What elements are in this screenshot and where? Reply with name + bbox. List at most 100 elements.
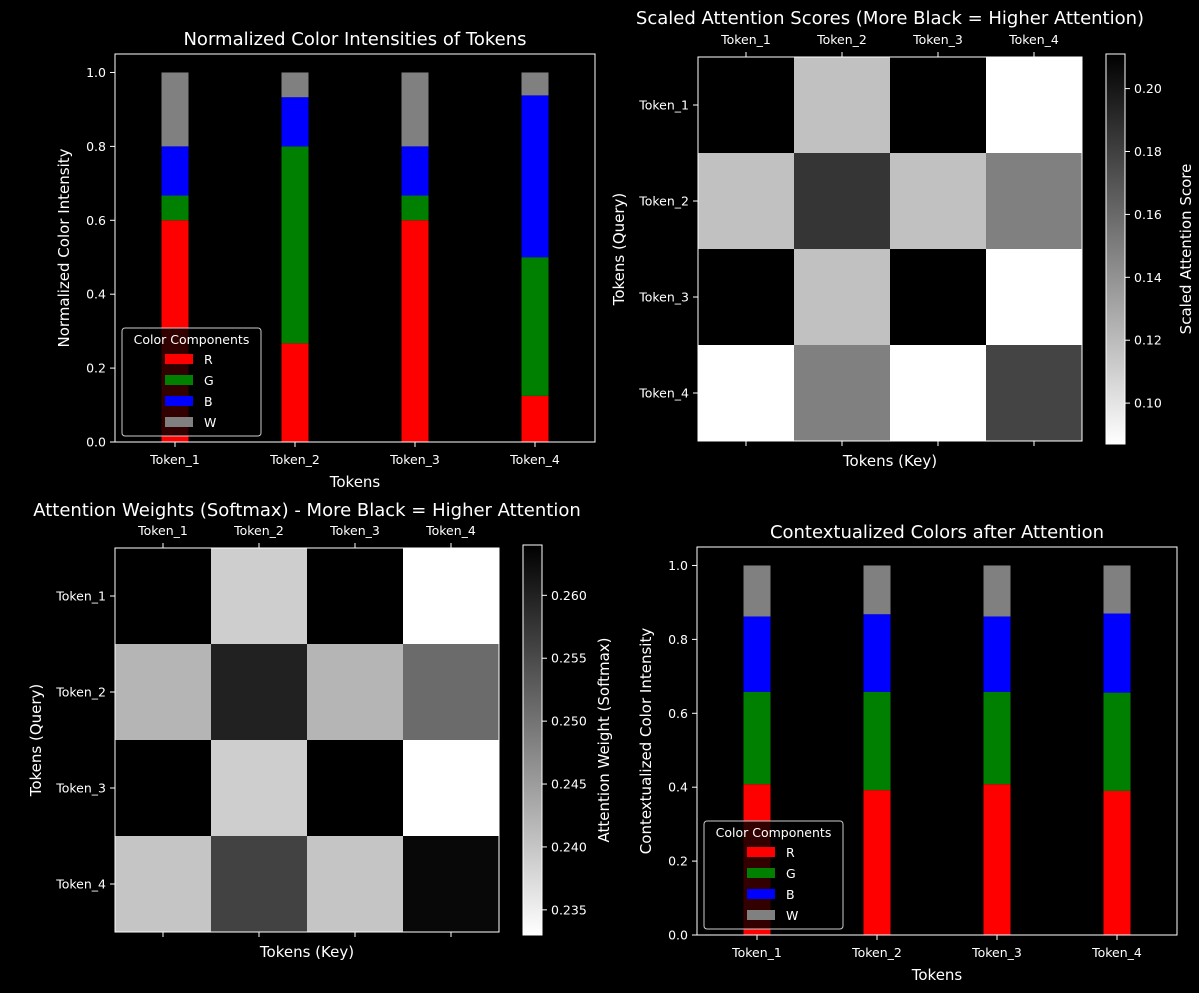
bar-b-token-2	[281, 97, 309, 147]
bar-g-token-2	[863, 691, 891, 791]
colorbar-tick-label: 0.250	[551, 714, 587, 729]
x-tick-label: Token_1	[137, 523, 188, 538]
legend-title: Color Components	[716, 825, 832, 840]
heat-cell	[986, 57, 1083, 154]
x-tick-label: Token_2	[816, 32, 867, 47]
y-tick-label: 0.6	[668, 706, 688, 721]
y-tick-label: 0.8	[668, 632, 688, 647]
legend-swatch-g	[747, 868, 775, 878]
normalized-colors-chart: Token_1 Token_2 Token_3 Token_4 0.0 0.2 0.4 0.6…	[55, 29, 596, 491]
legend-label-w: W	[786, 908, 798, 923]
heat-cell	[986, 249, 1083, 346]
bar-r-token-3	[983, 784, 1011, 935]
bar-g-token-3	[983, 691, 1011, 785]
x-tick-label: Token_3	[912, 32, 963, 47]
bar-r-token-2	[863, 790, 891, 935]
y-tick-label: 0.2	[668, 854, 688, 869]
legend-swatch-g	[165, 375, 193, 385]
bar-w-token-3	[983, 565, 1011, 617]
heat-cell	[307, 836, 404, 933]
heat-cell	[403, 740, 500, 837]
heat-cell	[211, 548, 308, 645]
heat-cell	[986, 345, 1083, 442]
colorbar-tick-label: 0.245	[551, 777, 587, 792]
x-tick-label: Token_4	[425, 523, 476, 538]
y-tick-label: Token_4	[55, 877, 106, 892]
bar-g-token-1	[161, 195, 189, 221]
y-tick-label: 0.8	[86, 139, 106, 154]
bar-r-token-4	[521, 395, 549, 442]
chart-title: Normalized Color Intensities of Tokens	[183, 29, 526, 50]
bar-b-token-4	[521, 95, 549, 258]
legend-swatch-r	[747, 847, 775, 857]
heat-cell	[794, 153, 891, 250]
colorbar-tick-label: 0.20	[1134, 81, 1162, 96]
x-tick-label: Token_1	[720, 32, 771, 47]
x-tick-label: Token_3	[971, 945, 1022, 960]
y-tick-label: Token_4	[638, 386, 689, 401]
legend-label-w: W	[204, 415, 216, 430]
bar-g-token-2	[281, 146, 309, 344]
heat-cell	[115, 548, 212, 645]
heat-cell	[115, 836, 212, 933]
colorbar-label: Attention Weight (Softmax)	[595, 637, 613, 842]
bar-w-token-4	[521, 72, 549, 96]
x-axis-label: Tokens (Key)	[259, 943, 354, 961]
heat-cell	[890, 57, 987, 154]
y-tick-label: Token_1	[55, 589, 106, 604]
legend-title: Color Components	[134, 332, 250, 347]
heat-cell	[986, 153, 1083, 250]
colorbar-tick-label: 0.240	[551, 839, 587, 854]
heat-cell	[115, 644, 212, 741]
legend-swatch-b	[165, 396, 193, 406]
legend-label-r: R	[204, 352, 213, 367]
y-axis-label: Tokens (Query)	[27, 684, 45, 798]
y-tick-label: 0.0	[668, 928, 688, 943]
attention-weights-heatmap: Token_1 Token_2 Token_3 Token_4 Token_1 Token…	[27, 500, 613, 961]
legend-swatch-r	[165, 354, 193, 364]
colorbar-tick-label: 0.10	[1134, 396, 1162, 411]
y-tick-label: 1.0	[86, 65, 106, 80]
colorbar-tick-label: 0.14	[1134, 270, 1162, 285]
heat-cell	[794, 345, 891, 442]
x-tick-label: Token_1	[731, 945, 782, 960]
bar-g-token-3	[401, 195, 429, 221]
chart-title: Attention Weights (Softmax) - More Black…	[33, 500, 581, 521]
heat-cell	[890, 153, 987, 250]
colorbar	[1105, 53, 1126, 445]
bar-b-token-2	[863, 614, 891, 692]
x-tick-label: Token_2	[233, 523, 284, 538]
colorbar-tick-label: 0.16	[1134, 207, 1162, 222]
heat-cell	[890, 249, 987, 346]
y-tick-label: Token_2	[638, 194, 689, 209]
heat-cell	[403, 836, 500, 933]
x-axis-label: Tokens	[329, 473, 381, 491]
y-tick-label: Token_2	[55, 685, 106, 700]
chart-title: Scaled Attention Scores (More Black = Hi…	[636, 8, 1144, 29]
bar-w-token-2	[281, 72, 309, 98]
y-tick-label: Token_1	[638, 98, 689, 113]
x-tick-label: Token_3	[329, 523, 380, 538]
heat-cell	[403, 548, 500, 645]
x-tick-label: Token_2	[269, 452, 320, 467]
plot-frame	[696, 546, 1178, 936]
legend-label-b: B	[786, 887, 795, 902]
x-tick-label: Token_3	[389, 452, 440, 467]
heat-cell	[211, 740, 308, 837]
heat-cell	[698, 249, 795, 346]
plot-frame	[114, 53, 596, 443]
heat-cell	[698, 57, 795, 154]
y-tick-label: 0.0	[86, 435, 106, 450]
legend-label-g: G	[204, 373, 214, 388]
bar-g-token-4	[521, 257, 549, 396]
y-tick-label: Token_3	[638, 290, 689, 305]
heat-cell	[307, 548, 404, 645]
y-tick-label: Token_3	[55, 781, 106, 796]
bar-g-token-1	[743, 691, 771, 785]
colorbar-tick-label: 0.235	[551, 902, 587, 917]
colorbar-tick-label: 0.260	[551, 588, 587, 603]
y-axis-label: Normalized Color Intensity	[55, 148, 73, 347]
legend-swatch-b	[747, 889, 775, 899]
x-tick-label: Token_2	[851, 945, 902, 960]
bar-g-token-4	[1103, 692, 1131, 791]
